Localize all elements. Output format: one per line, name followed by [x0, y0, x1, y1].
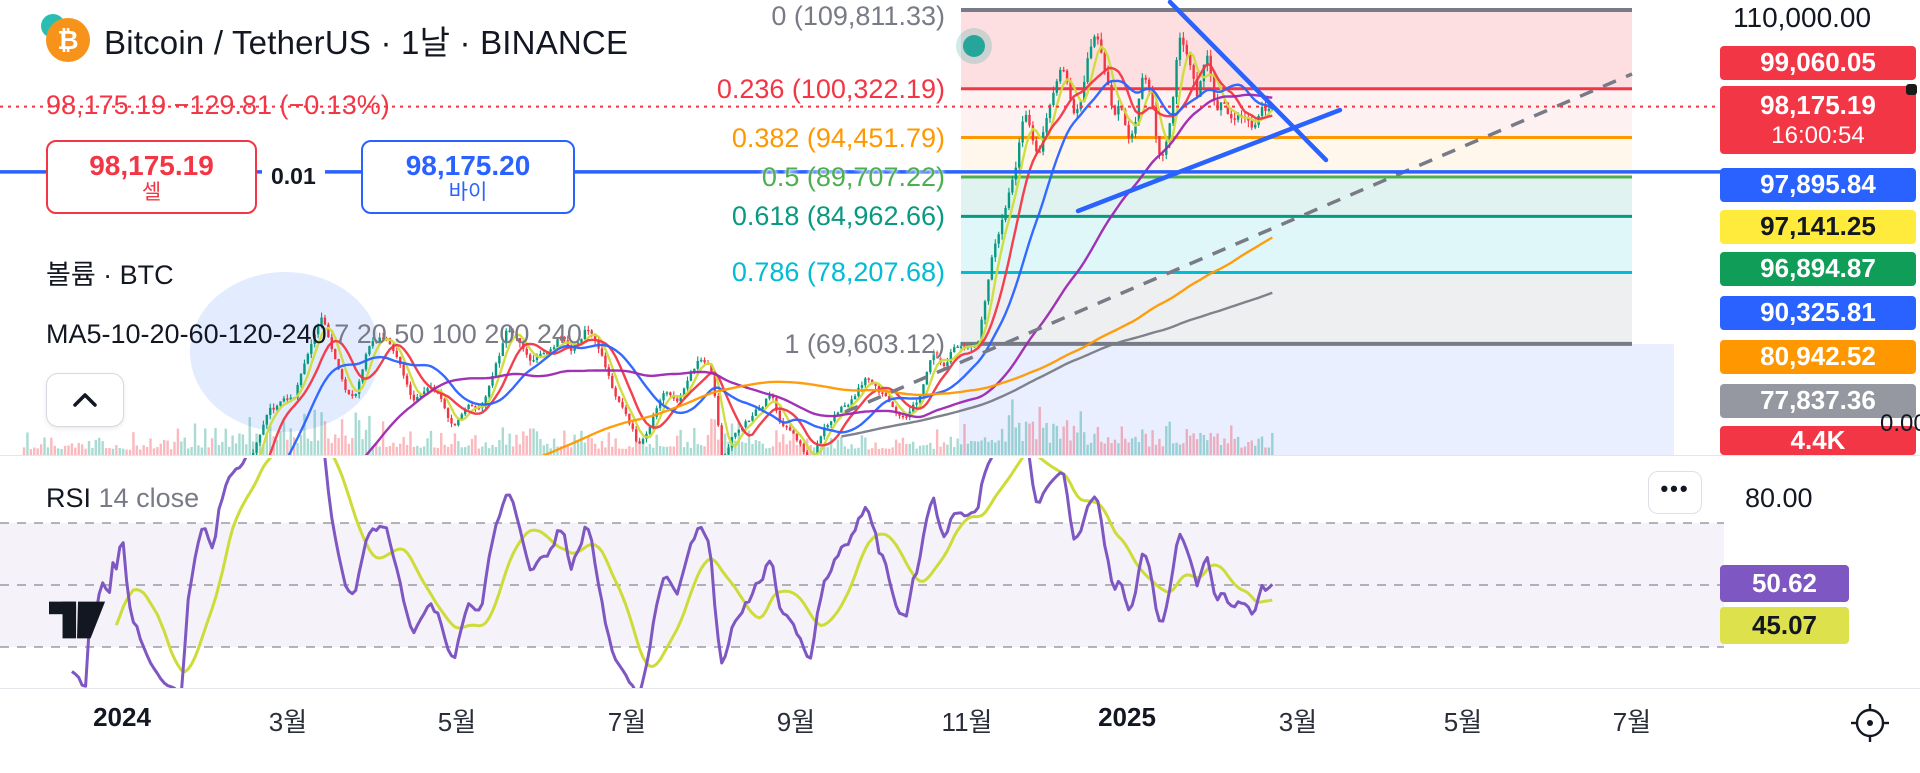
ma-legend-secondary: 7 20 50 100 200 240 — [334, 319, 582, 349]
price-scale-badge: 98,175.19 16:00:54 — [1720, 86, 1916, 154]
time-axis-label: 3월 — [1278, 707, 1318, 737]
volume-legend[interactable]: 볼륨 · BTC — [46, 260, 174, 290]
sell-button[interactable]: 98,175.19 셀 — [46, 140, 257, 214]
time-axis-label: 7월 — [607, 707, 647, 737]
tradingview-logo[interactable] — [49, 601, 107, 639]
price-change-line: 98,175.19 −129.81 (−0.13%) — [46, 90, 390, 120]
price-scale-badge: 96,894.87 — [1720, 252, 1916, 286]
scale-marker-dot — [1906, 84, 1917, 95]
rsi-legend-params: 14 close — [98, 483, 200, 513]
rsi-legend-name: RSI — [46, 483, 92, 513]
collapse-panel-button[interactable] — [46, 373, 124, 427]
market-open-dot-icon — [963, 35, 985, 57]
fib-level-label: 0.236 (100,322.19) — [716, 73, 945, 104]
sell-label: 셀 — [141, 180, 162, 204]
axis-separator — [0, 688, 1920, 689]
time-axis-label: 2025 — [1098, 702, 1156, 732]
time-axis-label: 2024 — [93, 702, 151, 732]
time-axis-label: 11월 — [941, 707, 993, 737]
fib-level-label: 0 (109,811.33) — [771, 1, 945, 31]
rsi-signal-value-badge: 45.07 — [1720, 607, 1849, 644]
time-axis-label: 5월 — [437, 707, 477, 737]
rsi-value-badge: 50.62 — [1720, 565, 1849, 602]
panel-separator — [0, 455, 1920, 456]
fib-level-label: 0.618 (84,962.66) — [731, 201, 945, 232]
price-scale-badge: 99,060.05 — [1720, 46, 1916, 80]
price-scale-badge: 77,837.36 — [1720, 384, 1916, 418]
symbol-header: ₿ Bitcoin / TetherUS · 1날 · BINANCE — [41, 14, 629, 64]
buy-button[interactable]: 98,175.20 바이 — [361, 140, 575, 214]
time-axis-label: 5월 — [1443, 707, 1483, 737]
fib-level-label: 0.786 (78,207.68) — [731, 257, 945, 288]
price-scale-badge: 97,895.84 — [1720, 168, 1916, 202]
chevron-up-icon — [73, 393, 97, 407]
price-scale-badge: 4.4K — [1720, 426, 1916, 455]
ma-legend-primary: MA5-10-20-60-120-240 — [46, 319, 327, 349]
volume-scale-zero-tick: 0.00 — [1880, 410, 1920, 437]
fib-level-label: 0.382 (94,451.79) — [731, 122, 945, 153]
buy-label: 바이 — [448, 180, 488, 204]
rsi-more-button[interactable]: ••• — [1648, 471, 1702, 514]
price-scale-badge: 80,942.52 — [1720, 340, 1916, 374]
rsi-legend[interactable]: RSI 14 close — [46, 483, 199, 514]
price-scale-badge: 90,325.81 — [1720, 296, 1916, 330]
symbol-title[interactable]: Bitcoin / TetherUS · 1날 · BINANCE — [104, 24, 629, 61]
sell-price: 98,175.19 — [89, 149, 214, 181]
spread-value: 0.01 — [262, 160, 325, 193]
fib-level-label: 1 (69,603.12) — [784, 328, 945, 359]
bitcoin-icon: ₿ — [41, 14, 90, 62]
time-axis-label: 7월 — [1612, 707, 1652, 737]
price-scale-top-tick: 110,000.00 — [1733, 2, 1872, 33]
reticle-icon[interactable] — [1848, 701, 1892, 745]
fib-level-label: 0.5 (89,707.22) — [761, 161, 945, 192]
ma-legend[interactable]: MA5-10-20-60-120-240 7 20 50 100 200 240 — [46, 319, 582, 350]
time-axis-label: 3월 — [268, 707, 308, 737]
buy-price: 98,175.20 — [405, 149, 531, 181]
time-axis-label: 9월 — [776, 707, 816, 737]
price-scale-badge: 97,141.25 — [1720, 210, 1916, 244]
rsi-scale-top-tick: 80.00 — [1745, 483, 1813, 513]
market-status-indicator — [956, 28, 992, 64]
